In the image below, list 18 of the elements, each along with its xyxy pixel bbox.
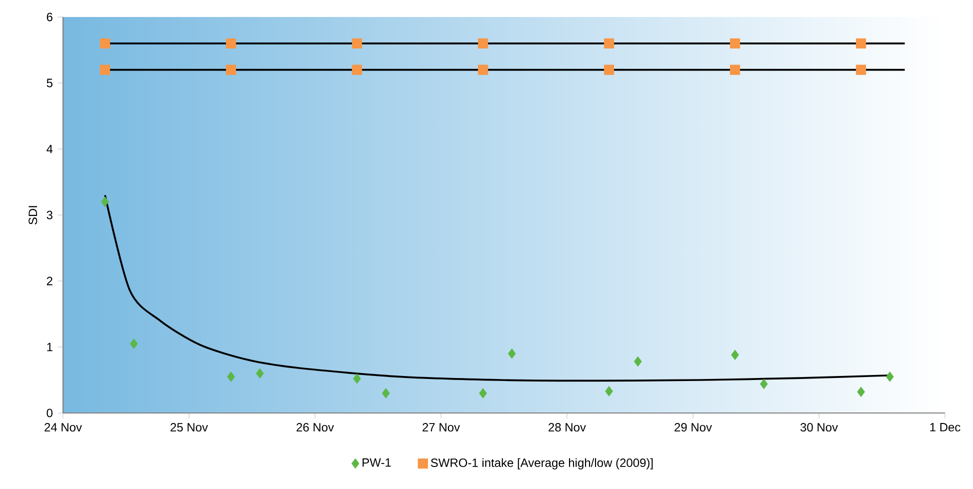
y-tick-label: 2 bbox=[46, 276, 52, 286]
x-tick-label: 1 Dec bbox=[930, 423, 960, 432]
x-tick-label: 24 Nov bbox=[44, 423, 82, 432]
y-tick-label: 0 bbox=[46, 408, 52, 418]
y-axis-title: SDI bbox=[28, 206, 38, 224]
y-tick-label: 5 bbox=[46, 78, 52, 88]
x-tick-label: 29 Nov bbox=[674, 423, 712, 432]
legend-label: SWRO-1 intake [Average high/low (2009)] bbox=[430, 458, 653, 470]
x-tick-label: 27 Nov bbox=[422, 423, 460, 432]
x-tick-label: 25 Nov bbox=[170, 423, 208, 432]
legend-label: PW-1 bbox=[362, 458, 391, 467]
y-tick-label: 1 bbox=[47, 342, 52, 352]
x-tick-label: 26 Nov bbox=[296, 423, 334, 432]
x-tick-label: 28 Nov bbox=[548, 423, 586, 432]
y-tick-label: 6 bbox=[46, 12, 52, 22]
y-tick-label: 3 bbox=[46, 210, 52, 220]
x-tick-label: 30 Nov bbox=[800, 423, 838, 432]
y-tick-label: 4 bbox=[46, 144, 53, 154]
